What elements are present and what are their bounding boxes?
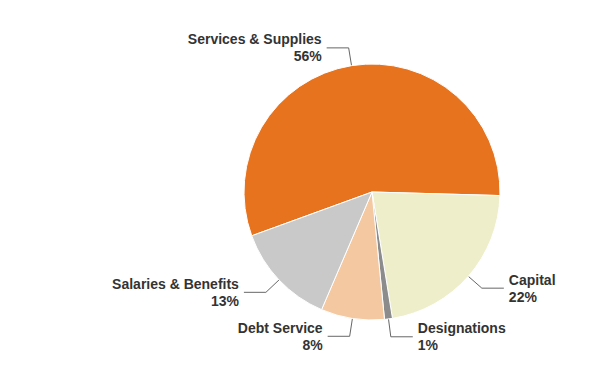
- svg-text:8%: 8%: [302, 337, 323, 353]
- svg-text:Debt Service: Debt Service: [238, 320, 323, 336]
- svg-text:Designations: Designations: [418, 320, 506, 336]
- svg-text:Capital: Capital: [509, 272, 556, 288]
- svg-text:Services & Supplies: Services & Supplies: [188, 31, 322, 47]
- svg-text:13%: 13%: [211, 293, 240, 309]
- svg-text:1%: 1%: [418, 337, 439, 353]
- svg-text:56%: 56%: [294, 48, 323, 64]
- svg-text:22%: 22%: [509, 289, 538, 305]
- svg-text:Salaries & Benefits: Salaries & Benefits: [112, 276, 239, 292]
